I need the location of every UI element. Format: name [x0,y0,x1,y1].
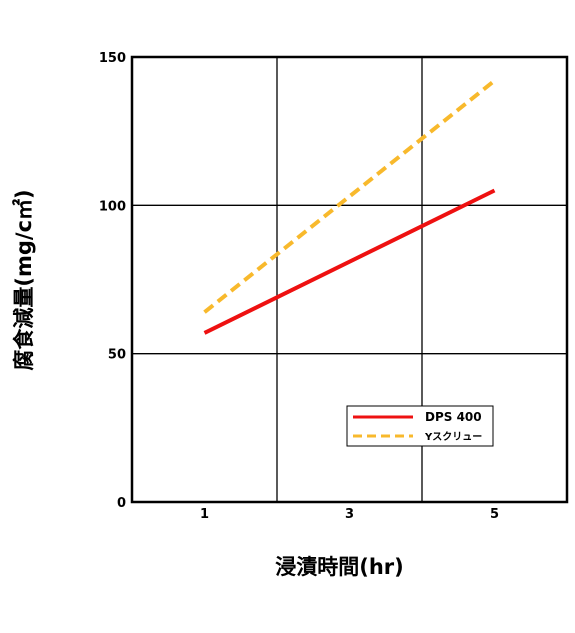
legend-box [346,405,494,447]
y-tick-label: 100 [99,199,126,214]
plot-area-frame [130,55,569,504]
legend: DPS 400 Yスクリュー [346,405,494,447]
y-axis-title: 腐食減量(mg/c㎡) [12,189,36,370]
x-tick-label: 3 [345,507,354,522]
series-line [203,188,496,335]
y-tick-label: 50 [108,348,126,363]
legend-label: DPS 400 [425,410,482,424]
y-tick-label: 0 [117,496,126,511]
legend-label: Yスクリュー [424,431,482,443]
x-tick-label: 5 [490,507,499,522]
x-tick-label: 1 [200,507,209,522]
series-lines [203,79,496,335]
y-tick-label: 150 [99,51,126,66]
x-axis-title: 浸漬時間(hr) [275,555,404,579]
series-line [203,79,496,314]
